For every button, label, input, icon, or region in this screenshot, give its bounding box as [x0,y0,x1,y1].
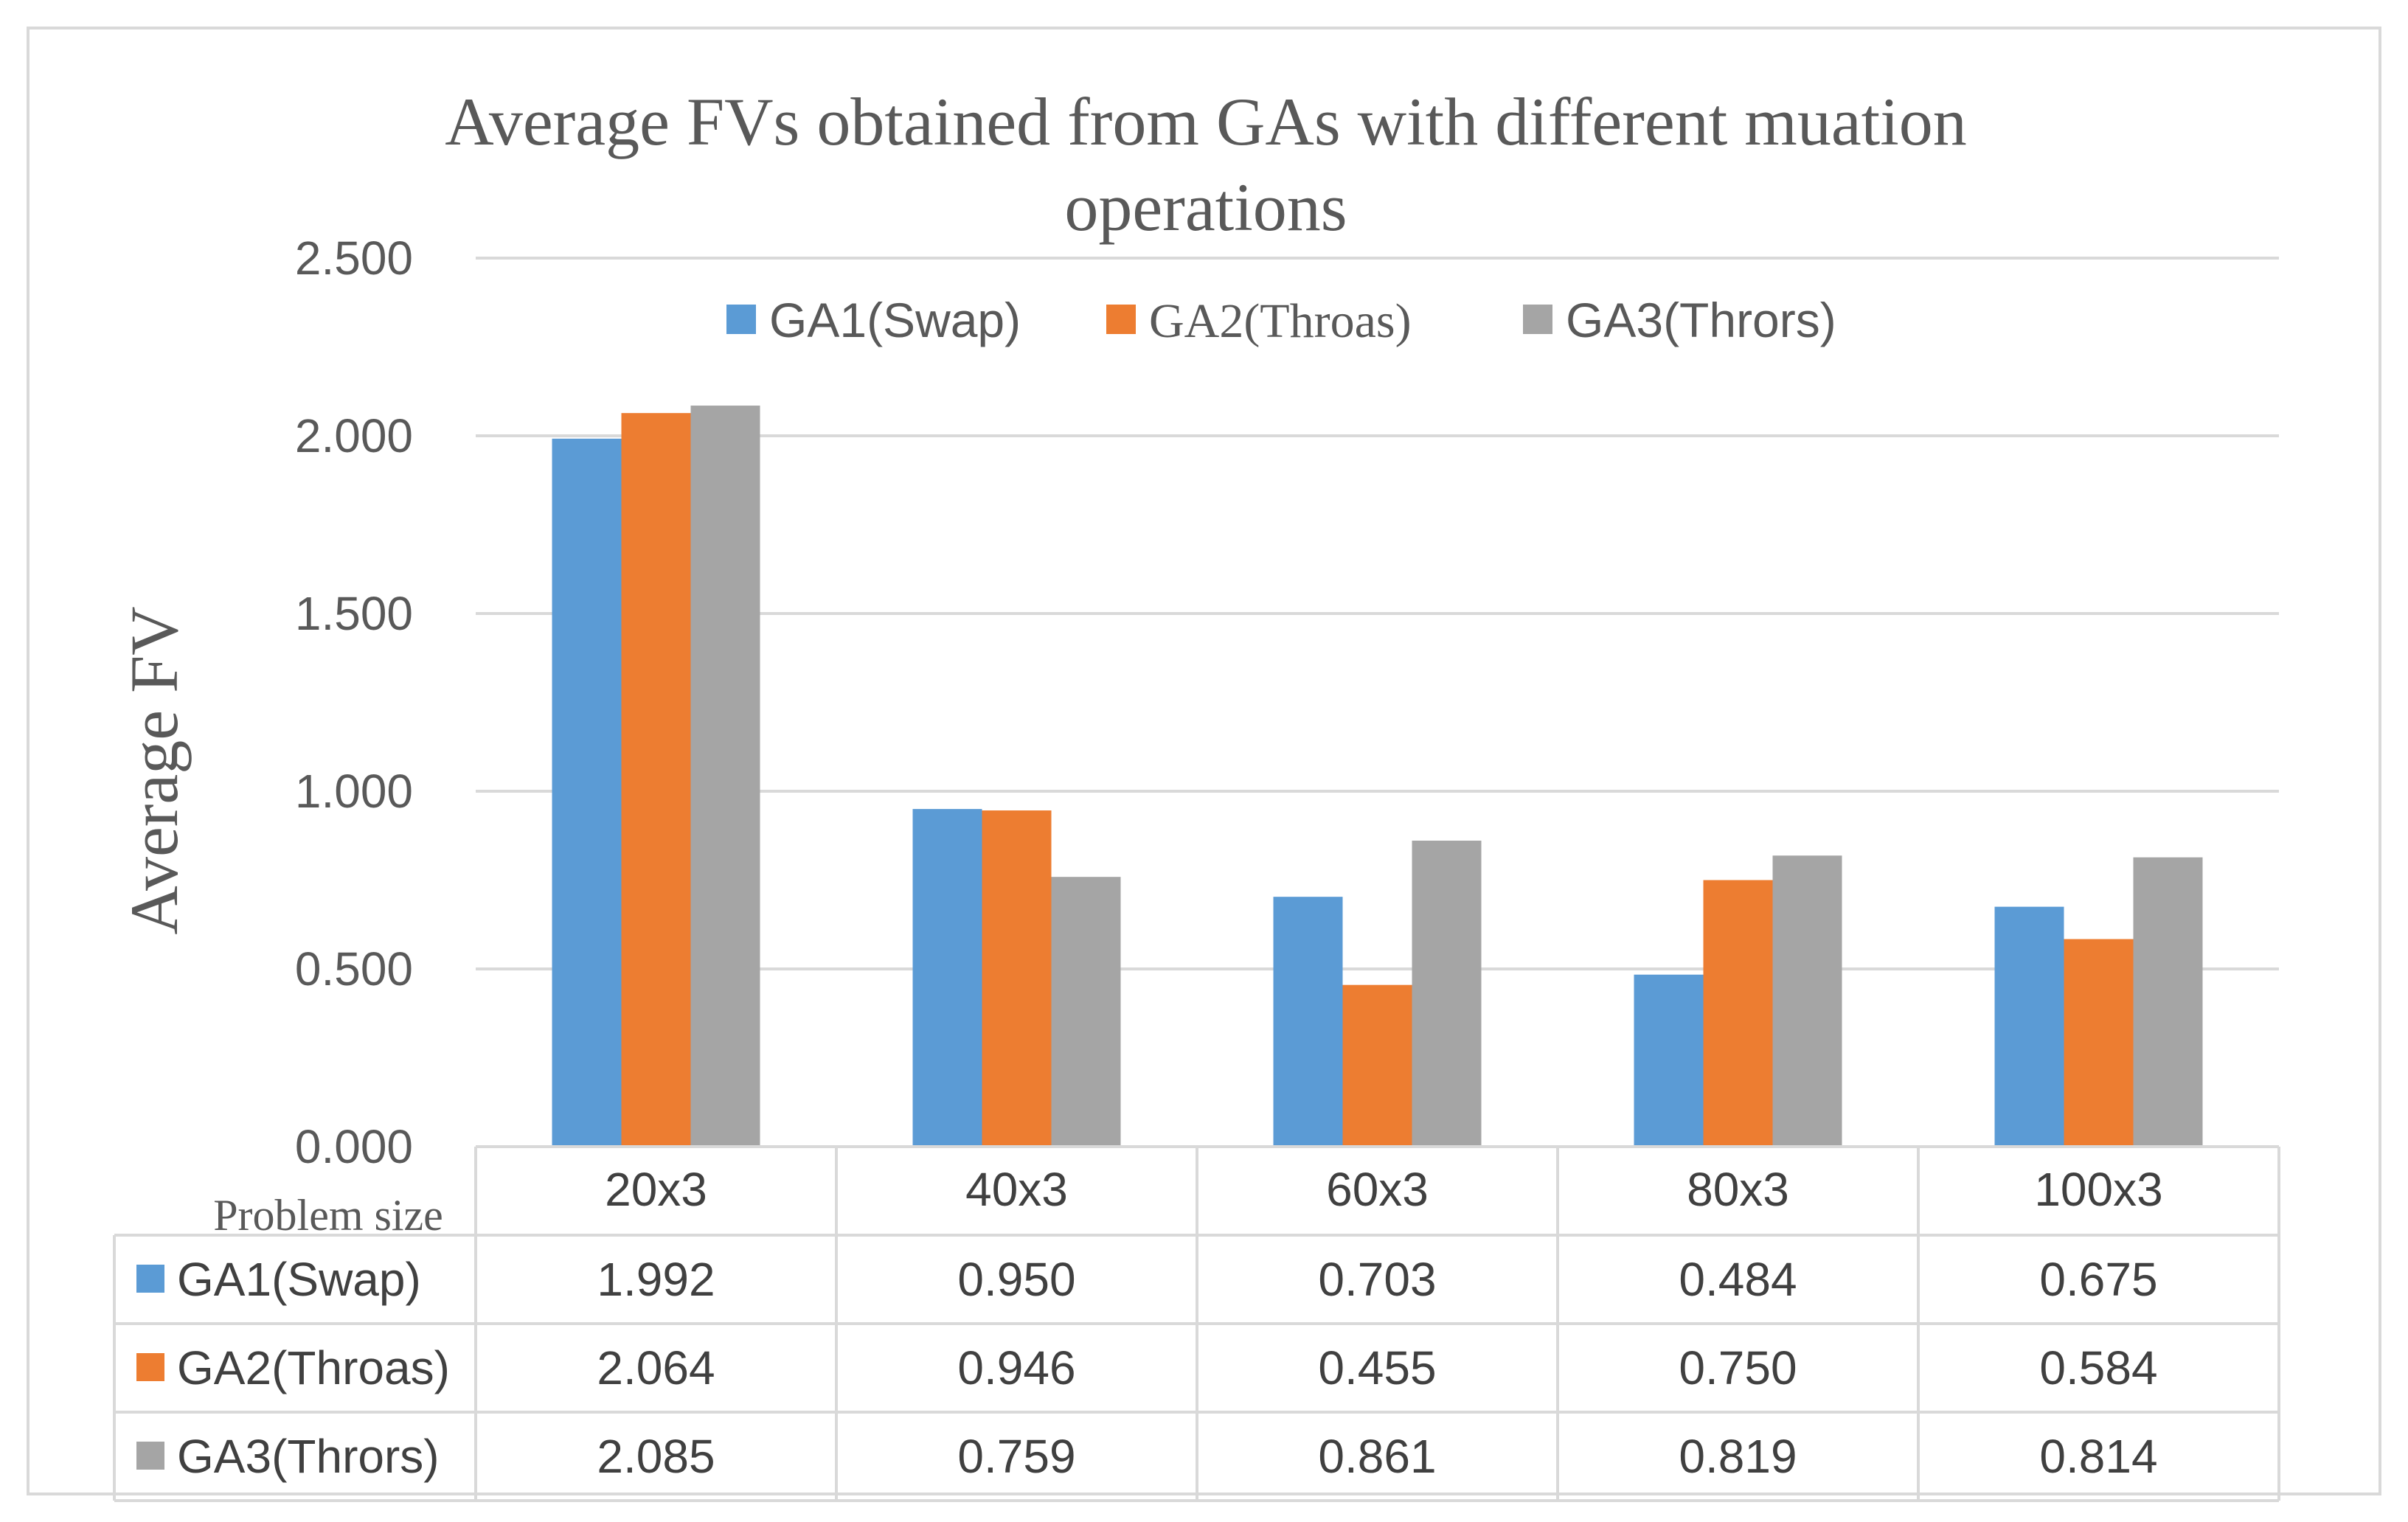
table-series-name: GA3(Thrors) [177,1430,440,1483]
table-value: 2.064 [597,1341,715,1394]
category-label: 40x3 [965,1163,1068,1216]
table-value: 0.814 [2039,1430,2157,1483]
table-value: 2.085 [597,1430,715,1483]
bar-40x3-GA1(Swap) [912,809,982,1147]
legend-key [726,305,756,334]
table-value: 0.950 [957,1253,1075,1306]
bar-60x3-GA1(Swap) [1273,897,1343,1147]
x-axis-label: Problem size [213,1191,443,1240]
y-axis-label: Average FV [117,606,192,934]
table-value: 0.750 [1679,1341,1797,1394]
y-tick-label: 0.000 [295,1120,413,1173]
y-tick-label: 2.000 [295,409,413,462]
table-value: 0.703 [1318,1253,1436,1306]
bar-100x3-GA3(Thrors) [2133,857,2203,1147]
bar-40x3-GA3(Thrors) [1051,877,1121,1147]
table-value: 0.484 [1679,1253,1797,1306]
chart-title-line-2: operations [1064,170,1347,245]
table-value: 1.992 [597,1253,715,1306]
legend-key [1523,305,1552,334]
table-value: 0.455 [1318,1341,1436,1394]
bar-80x3-GA1(Swap) [1634,974,1704,1147]
y-tick-label: 1.500 [295,587,413,640]
table-series-name: GA2(Throas) [177,1341,450,1394]
chart-border [27,27,2381,1495]
table-value: 0.675 [2039,1253,2157,1306]
legend-key [1106,305,1136,334]
bar-20x3-GA2(Throas) [621,413,691,1147]
table-legend-key [136,1353,164,1381]
bar-40x3-GA2(Throas) [982,810,1052,1147]
table-value: 0.584 [2039,1341,2157,1394]
table-value: 0.861 [1318,1430,1436,1483]
table-legend-key [136,1265,164,1293]
bar-80x3-GA3(Thrors) [1772,855,1842,1147]
category-label: 80x3 [1687,1163,1789,1216]
data-table: 20x3 40x3 60x3 80x3 100x3 GA1(Swap) 1.992 0.950… [113,1145,2280,1502]
bar-60x3-GA2(Throas) [1342,984,1412,1147]
table-legend-key [136,1442,164,1470]
category-label: 20x3 [605,1163,707,1216]
y-tick-label: 1.000 [295,765,413,818]
bars [552,406,2203,1147]
table-value: 0.819 [1679,1430,1797,1483]
bar-20x3-GA1(Swap) [552,438,622,1147]
legend-label: GA1(Swap) [769,293,1021,347]
chart-text: Average FVs obtained from GAs with diffe… [117,84,1967,1240]
bar-20x3-GA3(Thrors) [690,406,760,1147]
category-label: 60x3 [1326,1163,1429,1216]
table-series-name: GA1(Swap) [177,1253,421,1306]
legend-label: GA2(Throas) [1149,294,1412,348]
y-tick-label: 2.500 [295,232,413,285]
bar-100x3-GA2(Throas) [2064,939,2134,1147]
bar-100x3-GA1(Swap) [1994,906,2064,1147]
legend: GA1(Swap) GA2(Throas) GA3(Thrors) [726,293,1836,348]
legend-label: GA3(Thrors) [1566,293,1836,347]
bar-80x3-GA2(Throas) [1703,880,1773,1147]
table-value: 0.759 [957,1430,1075,1483]
category-label: 100x3 [2034,1163,2162,1216]
table-value: 0.946 [957,1341,1075,1394]
bar-60x3-GA3(Thrors) [1412,840,1482,1147]
y-tick-label: 0.500 [295,942,413,995]
chart-title-line-1: Average FVs obtained from GAs with diffe… [445,84,1967,159]
